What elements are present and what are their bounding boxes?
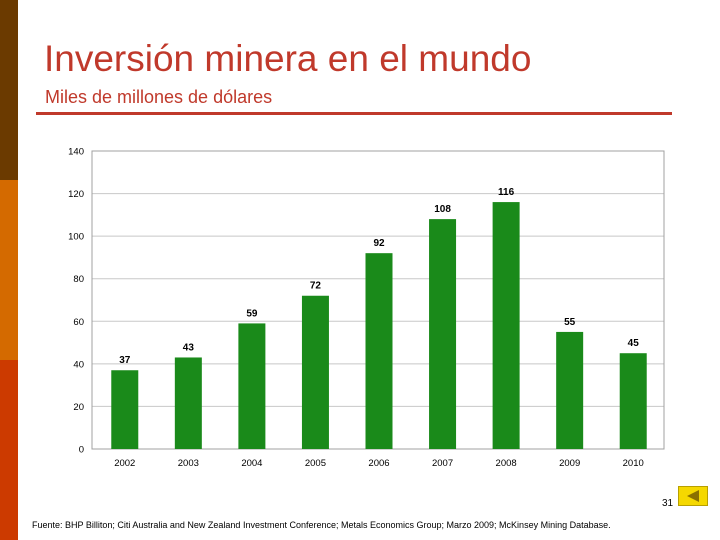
x-tick-label: 2006 <box>368 458 389 469</box>
x-tick-label: 2003 <box>178 458 199 469</box>
x-tick-label: 2004 <box>241 458 262 469</box>
source-note: Fuente: BHP Billiton; Citi Australia and… <box>32 520 611 530</box>
x-tick-label: 2005 <box>305 458 326 469</box>
y-tick-label: 100 <box>68 232 84 243</box>
y-tick-label: 20 <box>73 402 84 413</box>
bar <box>365 253 393 449</box>
bar <box>619 353 647 449</box>
bar <box>174 357 202 449</box>
y-tick-label: 60 <box>73 317 84 328</box>
bar <box>492 202 520 449</box>
decor-bar-dark <box>0 0 18 180</box>
data-label: 116 <box>498 187 515 198</box>
y-tick-label: 140 <box>68 147 84 158</box>
x-tick-label: 2002 <box>114 458 135 469</box>
title-divider <box>36 112 672 115</box>
bar <box>429 219 457 449</box>
decor-bar-orange <box>0 180 18 360</box>
y-tick-label: 40 <box>73 359 84 370</box>
y-tick-label: 80 <box>73 274 84 285</box>
bar <box>301 295 329 449</box>
bar <box>111 370 139 449</box>
slide-subtitle: Miles de millones de dólares <box>45 87 273 107</box>
back-arrow-button[interactable] <box>678 486 708 506</box>
data-label: 43 <box>183 342 195 353</box>
x-tick-label: 2007 <box>432 458 453 469</box>
bar <box>556 331 584 449</box>
y-tick-label: 120 <box>68 189 84 200</box>
data-label: 108 <box>434 204 451 215</box>
bar <box>238 323 266 449</box>
bar-chart: 0 20 40 60 80 100 120 140 37 2002 43 2003 59 2004 72 20… <box>68 147 665 469</box>
x-tick-label: 2008 <box>496 458 517 469</box>
data-label: 45 <box>628 338 640 349</box>
data-label: 72 <box>310 281 322 292</box>
data-label: 92 <box>373 238 385 249</box>
page-number: 31 <box>662 498 674 509</box>
decor-bar-red <box>0 360 18 540</box>
data-label: 59 <box>246 308 258 319</box>
x-tick-label: 2010 <box>623 458 644 469</box>
data-label: 55 <box>564 317 576 328</box>
x-tick-label: 2009 <box>559 458 580 469</box>
slide-title: Inversión minera en el mundo <box>44 38 532 79</box>
data-label: 37 <box>119 355 131 366</box>
y-tick-label: 0 <box>79 445 84 456</box>
